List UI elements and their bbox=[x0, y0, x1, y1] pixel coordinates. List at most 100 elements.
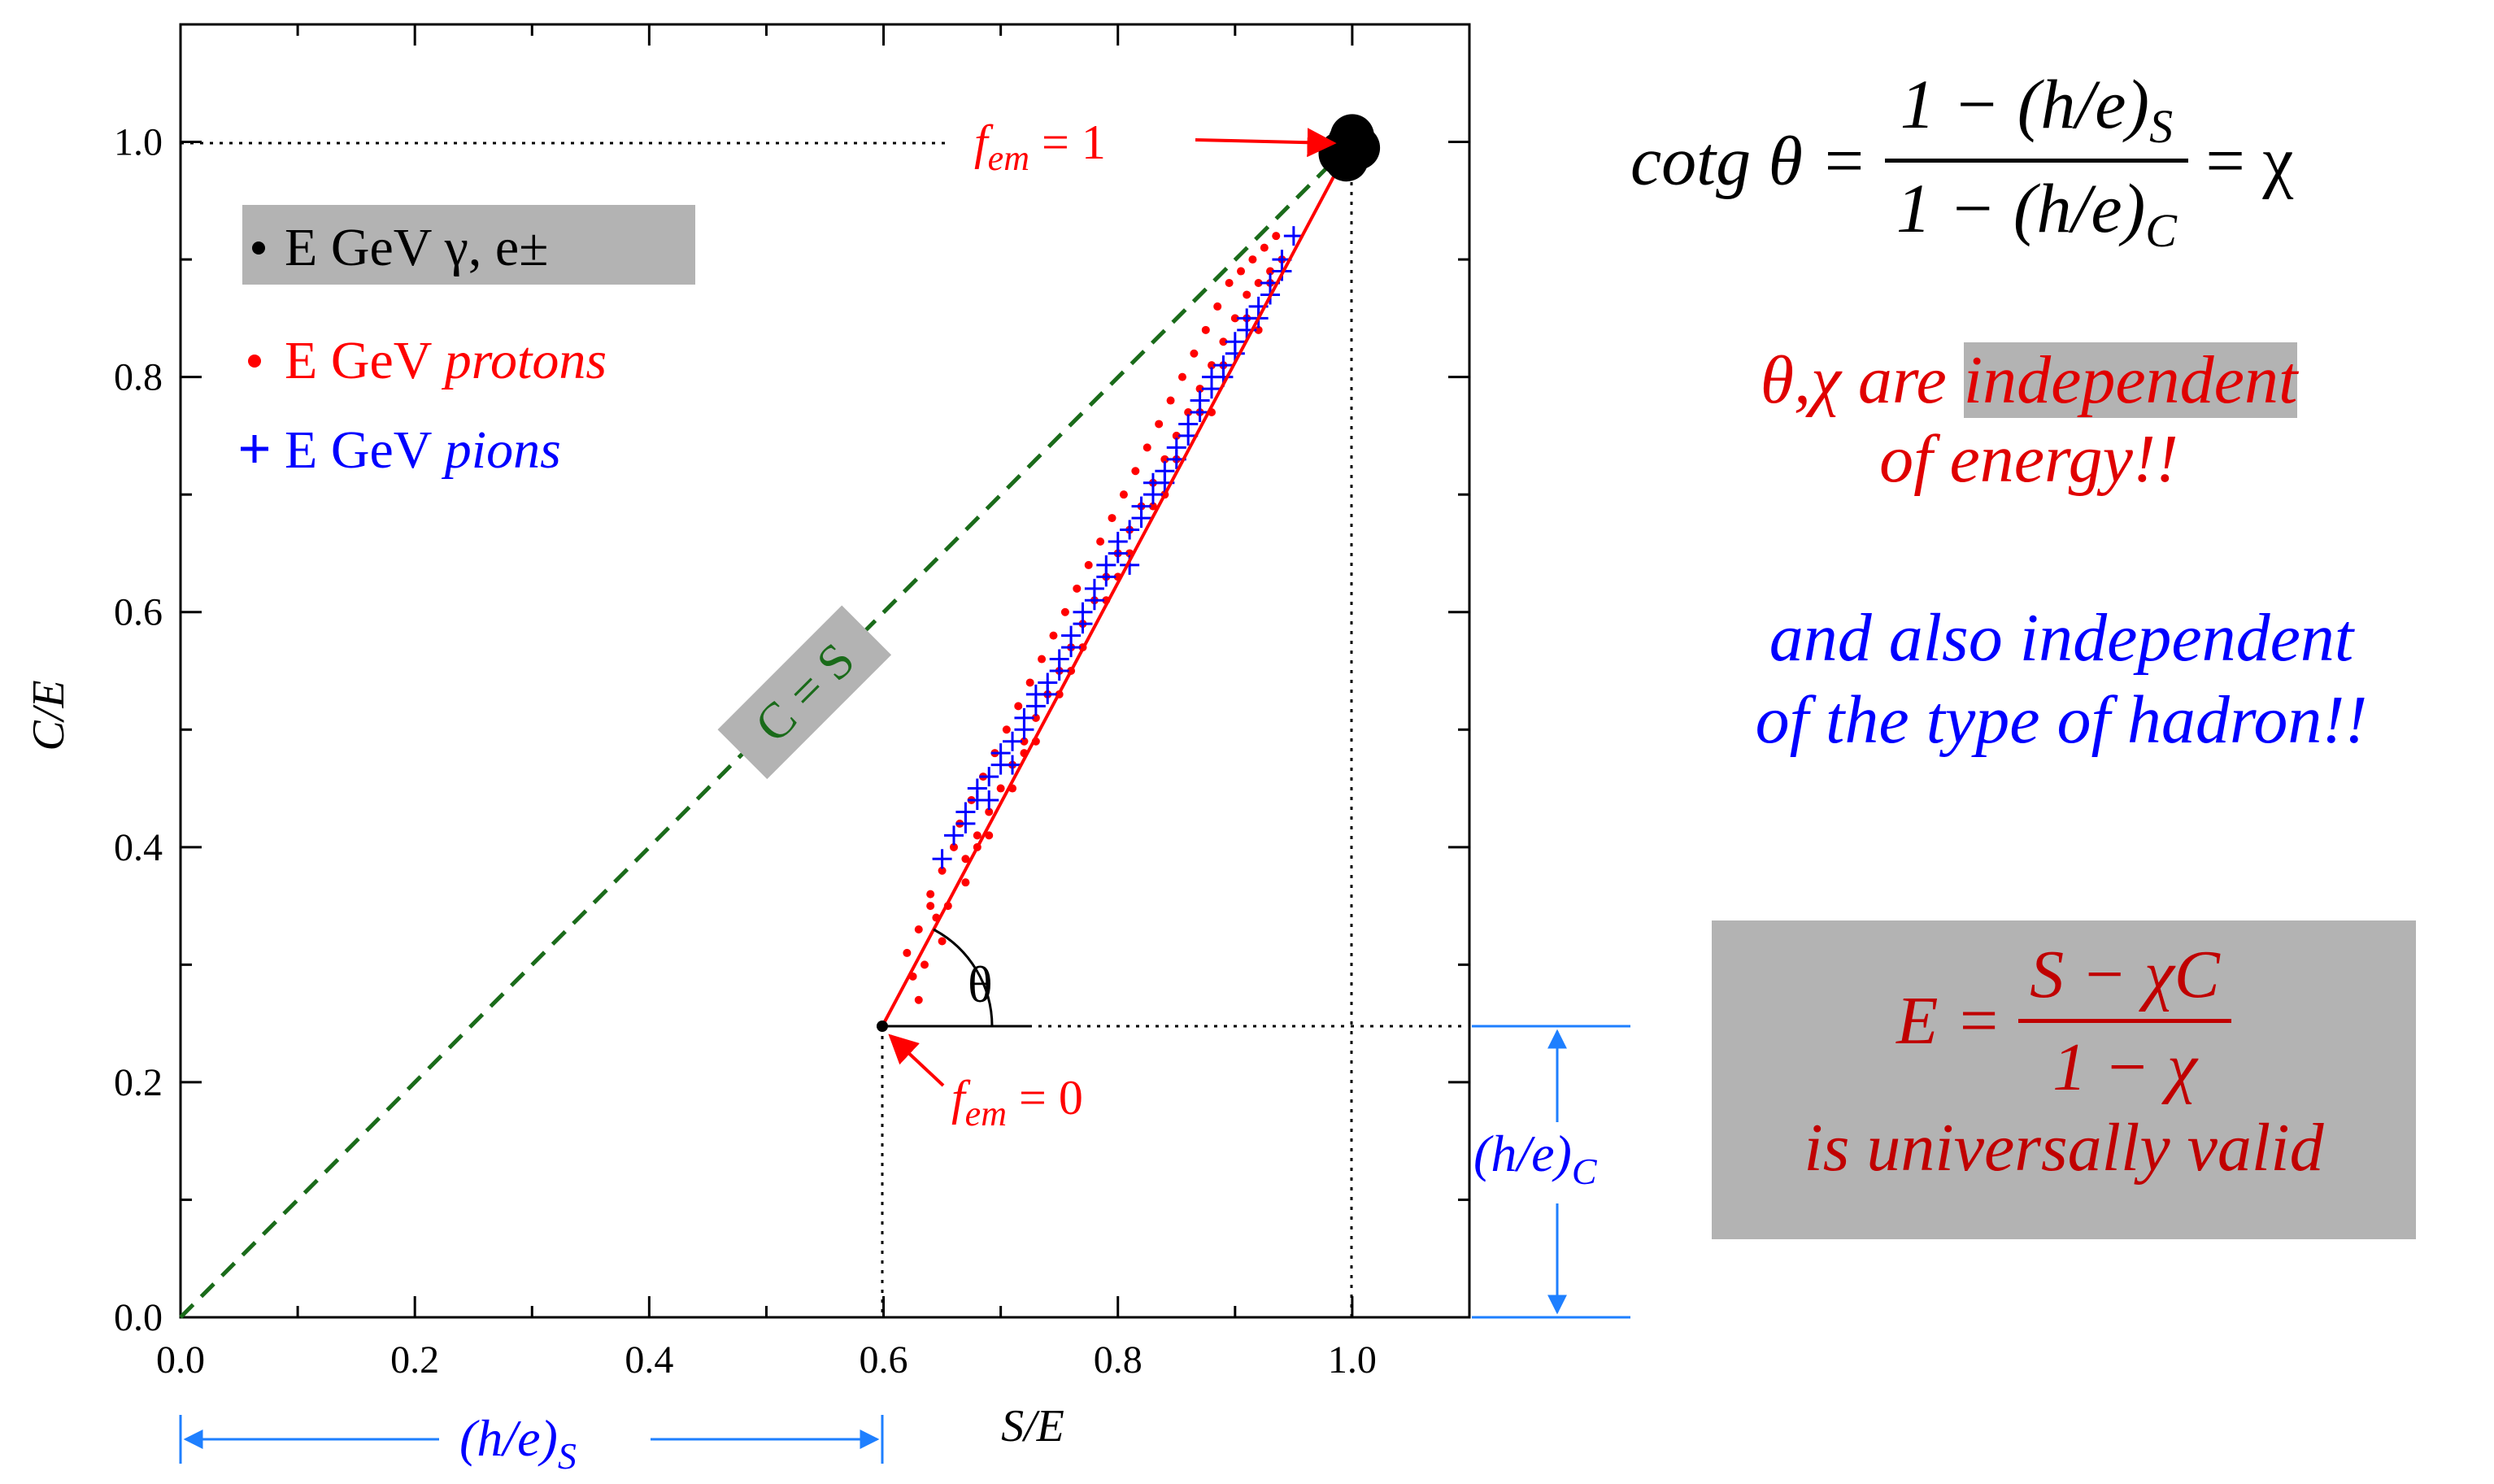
note-energy-independence: θ,χ are independent of energy!! bbox=[1647, 342, 2411, 498]
pion-point bbox=[1073, 602, 1093, 622]
proton-points bbox=[903, 232, 1286, 1004]
y-tick-label: 0.0 bbox=[114, 1296, 163, 1339]
proton-point bbox=[985, 831, 994, 840]
fem0-arrow bbox=[888, 1034, 945, 1087]
pion-point bbox=[1120, 520, 1140, 540]
proton-point bbox=[1160, 455, 1169, 463]
legend-pion-marker bbox=[241, 435, 268, 463]
proton-point bbox=[1131, 467, 1140, 476]
x-tick-label: 0.2 bbox=[390, 1338, 439, 1382]
fem0-point bbox=[877, 1021, 888, 1032]
proton-point bbox=[1002, 725, 1011, 734]
x-tick-label: 1.0 bbox=[1328, 1338, 1377, 1382]
proton-point bbox=[1143, 443, 1151, 452]
proton-point bbox=[973, 831, 981, 840]
pion-point bbox=[979, 767, 999, 787]
formula-num-sub: S bbox=[2149, 100, 2174, 154]
proton-point bbox=[950, 842, 958, 851]
fit-line bbox=[881, 142, 1353, 1027]
diagonal-label-box: C = S bbox=[717, 605, 892, 780]
pion-point bbox=[944, 825, 964, 846]
proton-point bbox=[1038, 655, 1047, 664]
formula-numerator: 1 − (h/e)S bbox=[1884, 63, 2188, 163]
he-s-sub: S bbox=[558, 1435, 577, 1477]
fem0-label: fem = 0 bbox=[951, 1071, 1083, 1134]
y-tick-label: 1.0 bbox=[114, 121, 163, 164]
pion-point bbox=[955, 813, 976, 833]
proton-point bbox=[1073, 584, 1082, 593]
he-s-main: (h/e) bbox=[459, 1409, 558, 1467]
proton-point bbox=[1031, 713, 1040, 722]
note2-line1: and also independent bbox=[1769, 600, 2354, 676]
note2-line2: of the type of hadron!! bbox=[1755, 681, 2368, 758]
proton-point bbox=[926, 902, 935, 911]
formula-num-main: 1 − (h/e) bbox=[1900, 65, 2150, 143]
proton-point bbox=[903, 948, 912, 957]
proton-point bbox=[1060, 607, 1069, 616]
fem1-label: fem = 1 bbox=[974, 115, 1106, 178]
note-hadron-independence: and also independent of the type of hadr… bbox=[1643, 598, 2480, 762]
proton-point bbox=[1155, 420, 1164, 429]
angle-label: θ bbox=[968, 955, 993, 1013]
cotg-formula: cotg θ = 1 − (h/e)S 1 − (h/e)C = χ bbox=[1630, 63, 2294, 258]
pion-point bbox=[932, 849, 952, 869]
y-tick-label: 0.6 bbox=[114, 591, 163, 634]
x-tick-label: 0.6 bbox=[860, 1338, 908, 1382]
pion-points bbox=[932, 226, 1304, 869]
y-tick-label: 0.2 bbox=[114, 1061, 163, 1104]
y-axis-title: C/E bbox=[24, 680, 74, 751]
legend-proton-marker bbox=[248, 355, 261, 368]
note1-line2: of energy!! bbox=[1879, 420, 2178, 497]
proton-point bbox=[920, 960, 929, 969]
pion-point bbox=[1038, 684, 1058, 704]
proton-point bbox=[1148, 502, 1157, 511]
pion-point bbox=[990, 743, 1011, 764]
proton-point bbox=[1248, 255, 1257, 264]
legend-electron-label: E GeV γ, e± bbox=[285, 218, 548, 277]
proton-point bbox=[914, 925, 923, 933]
proton-point bbox=[1084, 560, 1093, 569]
fem0-eq: = 0 bbox=[1007, 1071, 1083, 1125]
proton-point bbox=[1260, 243, 1269, 252]
proton-point bbox=[961, 855, 970, 864]
proton-point bbox=[1225, 279, 1234, 287]
energy-numerator: S − χC bbox=[2018, 935, 2231, 1023]
energy-formula-box: E = S − χC 1 − χ is universally valid bbox=[1712, 920, 2416, 1239]
proton-point bbox=[1108, 514, 1116, 523]
proton-point bbox=[1096, 537, 1105, 546]
pion-point bbox=[1108, 532, 1128, 551]
pion-point bbox=[1084, 578, 1104, 598]
proton-point bbox=[914, 995, 923, 1004]
legend-pion-prefix: E GeV bbox=[285, 420, 445, 480]
energy-fraction: S − χC 1 − χ bbox=[2018, 935, 2231, 1107]
x-axis-title: S/E bbox=[1001, 1401, 1064, 1451]
y-tick-label: 0.8 bbox=[114, 356, 163, 399]
y-tick-label: 0.4 bbox=[114, 826, 163, 869]
legend-pion-label: E GeV pions bbox=[285, 420, 561, 480]
proton-point bbox=[1119, 490, 1128, 499]
proton-point bbox=[1243, 290, 1251, 299]
proton-point bbox=[1025, 678, 1034, 687]
note1-prefix: θ,χ are bbox=[1760, 342, 1964, 418]
proton-point bbox=[985, 807, 994, 816]
proton-point bbox=[1184, 408, 1193, 416]
legend-proton-italic: protons bbox=[442, 331, 607, 390]
proton-point bbox=[1014, 702, 1023, 711]
proton-point bbox=[1219, 337, 1228, 346]
formula-den-main: 1 − (h/e) bbox=[1896, 169, 2146, 248]
he-c-sub: C bbox=[1572, 1151, 1598, 1192]
legend-electron-bg bbox=[242, 205, 695, 285]
proton-point bbox=[1195, 385, 1204, 394]
energy-lhs: E = bbox=[1896, 983, 2019, 1059]
note1-highlight: independent bbox=[1963, 342, 2298, 418]
plot-frame bbox=[179, 23, 1471, 1319]
formula-rhs: = χ bbox=[2205, 121, 2294, 200]
proton-point bbox=[1272, 232, 1281, 241]
legend-proton-prefix: E GeV bbox=[285, 331, 445, 390]
proton-point bbox=[1230, 314, 1239, 323]
formula-fraction: 1 − (h/e)S 1 − (h/e)C bbox=[1884, 63, 2188, 258]
formula-den-sub: C bbox=[2145, 204, 2177, 258]
pion-point bbox=[1190, 403, 1210, 422]
pion-point bbox=[1014, 707, 1034, 728]
